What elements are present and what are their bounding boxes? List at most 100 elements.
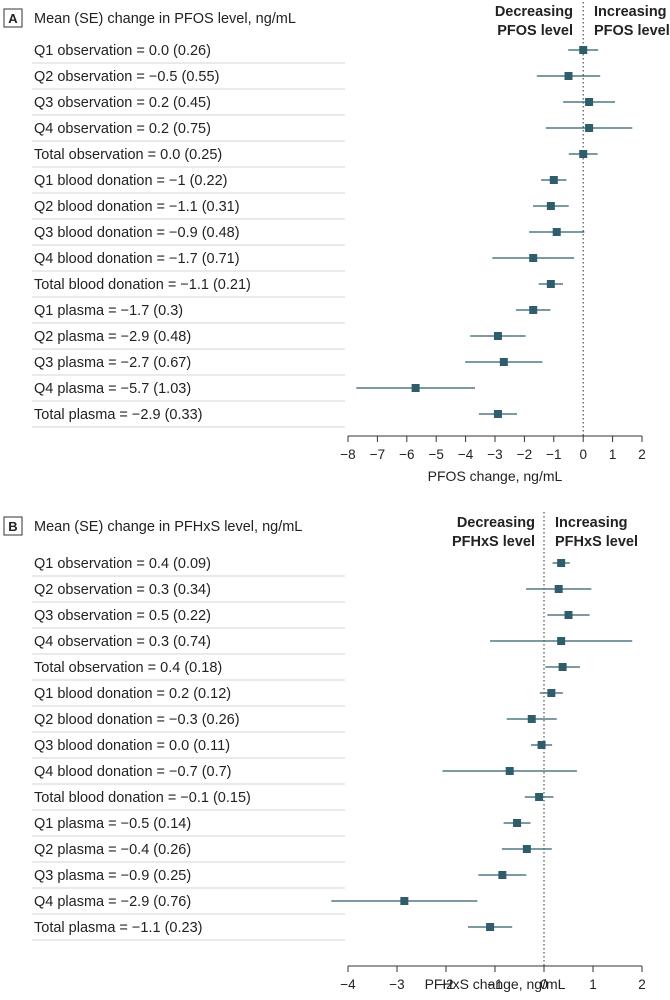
panel-b-x-axis-title: PFHxS change, ng/mL [425, 976, 566, 992]
panel-a-row-label: Q1 blood donation = −1 (0.22) [34, 173, 227, 189]
panel-b-tick-label: −2 [438, 977, 453, 992]
panel-b-row-label: Q3 blood donation = 0.0 (0.11) [34, 738, 230, 754]
panel-b-row-label: Q3 plasma = −0.9 (0.25) [34, 868, 191, 884]
panel-b-tick-label: −3 [389, 977, 404, 992]
panel-b-letter: B [8, 519, 17, 534]
panel-a-point [493, 332, 502, 340]
panel-b-title: Mean (SE) change in PFHxS level, ng/mL [34, 519, 302, 535]
panel-a-increasing-line2: PFOS level [594, 23, 670, 39]
panel-a-point [529, 254, 538, 262]
panel-a-row-label: Q3 plasma = −2.7 (0.67) [34, 355, 191, 371]
panel-a-row-label: Q1 plasma = −1.7 (0.3) [34, 303, 183, 319]
panel-a-point [549, 176, 558, 184]
panel-b-point [564, 611, 573, 619]
panel-a-title: Mean (SE) change in PFOS level, ng/mL [34, 11, 296, 27]
panel-a-point [546, 280, 555, 288]
panel-a-x-axis-title: PFOS change, ng/mL [428, 468, 563, 484]
panel-b-tick-label: −4 [340, 977, 356, 992]
panel-a-row-label: Q3 observation = 0.2 (0.45) [34, 95, 211, 111]
panel-b-row-label: Q3 observation = 0.5 (0.22) [34, 608, 211, 624]
panel-b-row-label: Q4 blood donation = −0.7 (0.7) [34, 764, 232, 780]
panel-b-row-label: Q1 plasma = −0.5 (0.14) [34, 816, 191, 832]
panel-a-point [579, 46, 588, 54]
panel-b-point [522, 845, 531, 853]
panel-b-row-label: Q1 blood donation = 0.2 (0.12) [34, 686, 231, 702]
panel-a-point [493, 410, 502, 418]
panel-a-letter: A [8, 11, 18, 26]
panel-a-row-label: Q2 blood donation = −1.1 (0.31) [34, 199, 240, 215]
panel-a-row-label: Total blood donation = −1.1 (0.21) [34, 277, 251, 293]
panel-a-row-label: Q3 blood donation = −0.9 (0.48) [34, 225, 240, 241]
panel-a-tick-label: −5 [428, 447, 443, 462]
panel-a-point [564, 72, 573, 80]
panel-a-x-axis: −8 −7 −6 −5 −4 −3 −2 −1 0 1 2 [340, 435, 646, 462]
panel-b-rows: Q1 observation = 0.4 (0.09) Q2 observatio… [32, 556, 345, 941]
panel-a-row-label: Q4 plasma = −5.7 (1.03) [34, 381, 191, 397]
panel-b-point [498, 871, 507, 879]
panel-a-point [585, 124, 594, 132]
panel-a-decreasing-line2: PFOS level [497, 23, 573, 39]
panel-a-tick-label: 1 [609, 447, 617, 462]
panel-b-row-label: Q2 blood donation = −0.3 (0.26) [34, 712, 240, 728]
panel-b-decreasing-line1: Decreasing [457, 515, 535, 531]
panel-a-point [579, 150, 588, 158]
panel-a-rows: Q1 observation = 0.0 (0.26) Q2 observatio… [32, 43, 345, 428]
panel-b-point [554, 585, 563, 593]
panel-a-letter-box [3, 8, 23, 28]
panel-b-point [558, 663, 567, 671]
panel-b-tick-label: 0 [540, 977, 548, 992]
panel-a-row-label: Total observation = 0.0 (0.25) [34, 147, 222, 163]
panel-a-tick-label: −1 [546, 447, 561, 462]
panel-a-tick-label: 2 [638, 447, 646, 462]
panel-a-increasing-line1: Increasing [594, 4, 667, 20]
panel-b-point [400, 897, 409, 905]
panel-b-x-axis: −4 −3 −2 −1 0 1 2 [340, 965, 646, 992]
panel-b-tick-label: −1 [487, 977, 502, 992]
panel-a-row-label: Q1 observation = 0.0 (0.26) [34, 43, 211, 59]
panel-a-row-label: Q2 observation = −0.5 (0.55) [34, 69, 219, 85]
panel-b-point [486, 923, 495, 931]
panel-a-point [546, 202, 555, 210]
panel-b-decreasing-line2: PFHxS level [452, 534, 535, 550]
panel-b-point [535, 793, 544, 801]
panel-b-point [527, 715, 536, 723]
panel-b-row-label: Q1 observation = 0.4 (0.09) [34, 556, 211, 572]
panel-a-point [411, 384, 420, 392]
panel-b-point [557, 637, 566, 645]
panel-b-tick-label: 1 [589, 977, 597, 992]
panel-b-point [537, 741, 546, 749]
panel-b-letter-box [3, 516, 23, 536]
panel-b-tick-label: 2 [638, 977, 646, 992]
panel-b-row-label: Total observation = 0.4 (0.18) [34, 660, 222, 676]
panel-a-tick-label: −3 [487, 447, 502, 462]
panel-a: A Mean (SE) change in PFOS level, ng/mL … [3, 2, 670, 484]
panel-a-plot-area [356, 2, 633, 436]
panel-a-row-label: Q2 plasma = −2.9 (0.48) [34, 329, 191, 345]
panel-a-tick-label: −2 [517, 447, 532, 462]
panel-b-row-label: Q4 observation = 0.3 (0.74) [34, 634, 211, 650]
panel-b-row-label: Q2 plasma = −0.4 (0.26) [34, 842, 191, 858]
panel-a-tick-label: −6 [399, 447, 414, 462]
panel-b-point [557, 559, 566, 567]
panel-a-row-label: Total plasma = −2.9 (0.33) [34, 407, 202, 423]
panel-a-point [529, 306, 538, 314]
panel-a-tick-label: −4 [458, 447, 474, 462]
panel-a-point [499, 358, 508, 366]
panel-a-tick-label: −8 [340, 447, 355, 462]
panel-b-row-label: Q4 plasma = −2.9 (0.76) [34, 894, 191, 910]
panel-b: B Mean (SE) change in PFHxS level, ng/mL… [3, 512, 646, 992]
panel-b-increasing-line1: Increasing [555, 515, 628, 531]
panel-a-point [585, 98, 594, 106]
panel-b-increasing-line2: PFHxS level [555, 534, 638, 550]
panel-a-tick-label: −7 [370, 447, 385, 462]
panel-a-row-label: Q4 blood donation = −1.7 (0.71) [34, 251, 240, 267]
panel-b-row-label: Total plasma = −1.1 (0.23) [34, 920, 202, 936]
panel-a-tick-label: 0 [579, 447, 587, 462]
panel-b-point [505, 767, 514, 775]
panel-b-row-label: Q2 observation = 0.3 (0.34) [34, 582, 211, 598]
panel-a-decreasing-line1: Decreasing [495, 4, 573, 20]
panel-b-point [513, 819, 522, 827]
panel-b-plot-area [331, 512, 633, 966]
panel-b-row-label: Total blood donation = −0.1 (0.15) [34, 790, 251, 806]
